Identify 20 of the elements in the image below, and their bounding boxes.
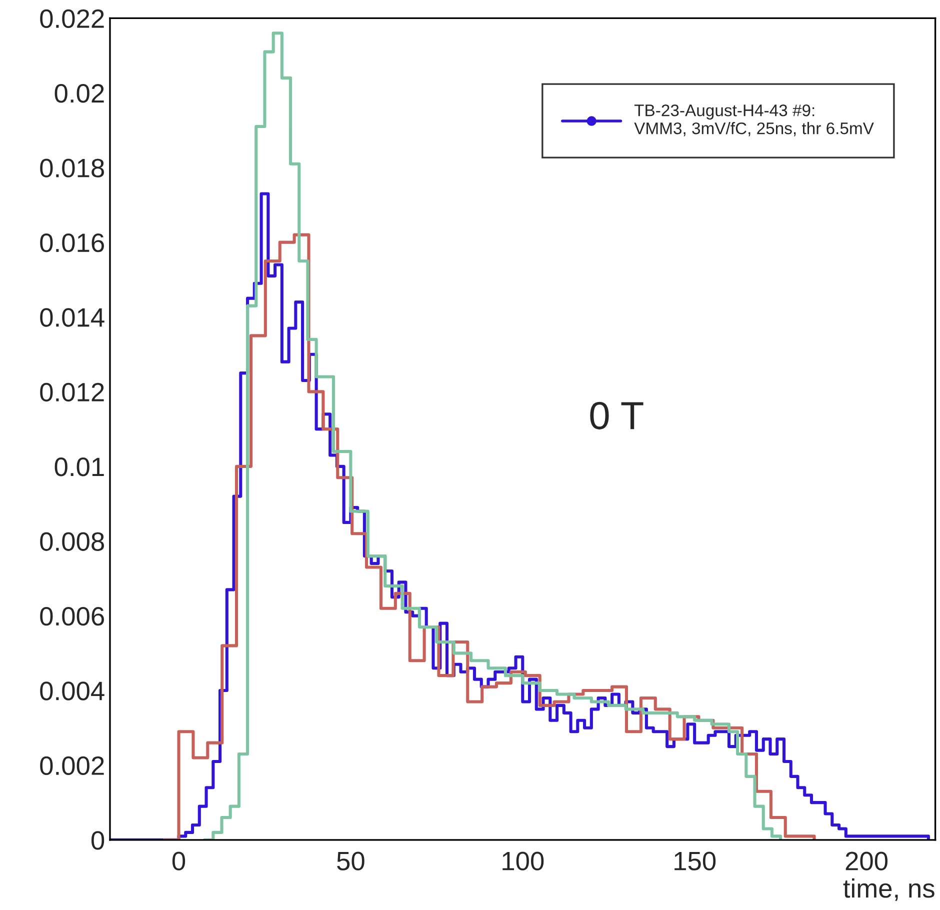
y-tick-label: 0.018 (40, 158, 104, 178)
y-tick-label: 0.01 (54, 458, 104, 476)
y-tick-label: 0.022 (40, 9, 104, 28)
y-tick-label: 0.002 (40, 756, 104, 776)
x-tick-label: 50 (337, 852, 364, 870)
x-axis-title: time, ns (843, 878, 934, 901)
x-tick-label: 100 (502, 852, 544, 870)
y-tick-label: 0.014 (40, 308, 104, 327)
annotation: 0 T (590, 402, 644, 430)
y-tick-label: 0.006 (40, 606, 104, 626)
y-tick-label: 0.02 (54, 84, 104, 103)
legend-label: TB-23-August-H4-43 #9: VMM3, 3mV/fC, 25ns, thr 6.5mV (634, 104, 874, 136)
x-tick-label: 200 (846, 852, 888, 870)
y-tick-label: 0.004 (40, 682, 104, 700)
y-tick-label: 0.012 (40, 382, 104, 402)
x-tick-label: 150 (674, 852, 716, 870)
x-tick-label: 0 (172, 852, 186, 870)
y-tick-label: 0 (91, 831, 104, 850)
y-tick-label: 0.016 (40, 233, 104, 252)
y-tick-label: 0.008 (40, 532, 104, 551)
